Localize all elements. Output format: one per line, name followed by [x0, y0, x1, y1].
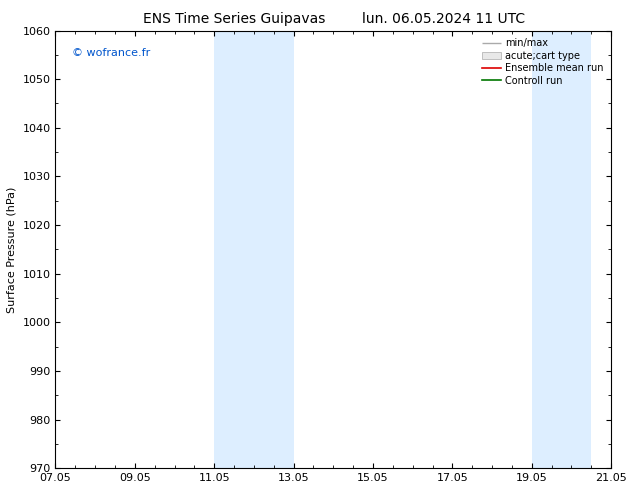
- Bar: [250, 30, 294, 468]
- Legend: min/max, acute;cart type, Ensemble mean run, Controll run: min/max, acute;cart type, Ensemble mean …: [479, 35, 606, 89]
- Y-axis label: Surface Pressure (hPa): Surface Pressure (hPa): [7, 186, 17, 313]
- Text: ENS Time Series Guipavas: ENS Time Series Guipavas: [143, 12, 326, 26]
- Bar: [532, 30, 552, 468]
- Bar: [552, 30, 592, 468]
- Bar: [214, 30, 250, 468]
- Text: lun. 06.05.2024 11 UTC: lun. 06.05.2024 11 UTC: [362, 12, 526, 26]
- Text: © wofrance.fr: © wofrance.fr: [72, 48, 150, 58]
